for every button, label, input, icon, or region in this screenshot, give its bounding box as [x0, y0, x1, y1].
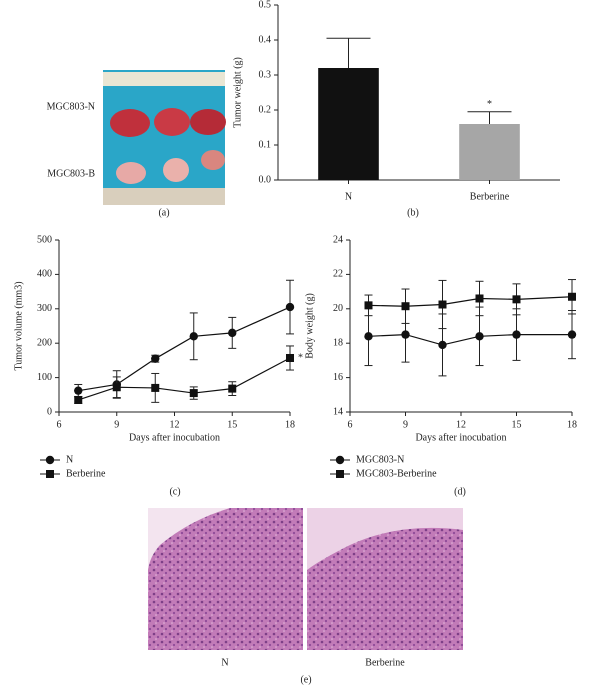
image-label: Berberine [365, 657, 405, 668]
histology-image [148, 508, 230, 570]
histology-image [307, 508, 463, 570]
x-tick-label: 18 [567, 419, 577, 430]
y-tick-label: 0.1 [259, 139, 272, 150]
annotation: * [487, 99, 492, 110]
x-tick-label: 6 [57, 419, 62, 430]
panel-caption: (a) [158, 207, 169, 218]
marker [438, 340, 447, 350]
marker [336, 470, 344, 478]
x-axis-label: Days after inocubation [129, 432, 220, 443]
x-tick-label: 15 [512, 419, 522, 430]
marker [189, 332, 198, 341]
marker [567, 330, 577, 339]
legend-label: MGC803-N [356, 454, 404, 465]
legend-label: N [66, 454, 73, 465]
y-tick-label: 22 [333, 269, 343, 280]
x-tick-label: 12 [170, 419, 180, 430]
series-line [368, 296, 573, 307]
marker [46, 470, 54, 478]
marker [335, 455, 345, 465]
y-tick-label: 0.0 [259, 174, 272, 185]
marker [475, 332, 484, 341]
panel-caption: (c) [169, 486, 180, 497]
bar [318, 68, 379, 180]
marker [364, 332, 373, 341]
marker [286, 353, 294, 362]
panel-caption: (e) [300, 674, 311, 685]
marker [438, 300, 447, 309]
marker [74, 395, 83, 404]
y-tick-label: 20 [333, 303, 343, 314]
series-line [78, 306, 291, 392]
series-line [78, 357, 291, 401]
y-tick-label: 0.4 [259, 34, 272, 45]
marker [151, 383, 160, 392]
marker [401, 330, 410, 339]
y-axis-label: Tumor volume (mm3) [13, 281, 24, 370]
marker [228, 384, 237, 393]
marker [364, 301, 373, 310]
photo-label: MGC803-B [47, 168, 95, 179]
y-tick-label: 0.3 [259, 69, 272, 80]
marker [112, 383, 121, 392]
photo-label: MGC803-N [47, 101, 95, 112]
tumor-photo [103, 70, 226, 205]
marker [401, 302, 410, 311]
x-tick-label: 6 [348, 419, 353, 430]
bar [459, 124, 520, 180]
x-tick-label: 12 [456, 419, 466, 430]
marker [189, 389, 198, 398]
x-tick-label: 18 [285, 419, 295, 430]
y-tick-label: 400 [37, 269, 52, 280]
y-tick-label: 18 [333, 337, 343, 348]
marker [512, 295, 521, 304]
y-tick-label: 300 [37, 303, 52, 314]
x-tick-label: 15 [227, 419, 237, 430]
y-tick-label: 200 [37, 337, 52, 348]
x-tick-label: Berberine [470, 191, 510, 202]
y-axis-label: Body weight (g) [304, 293, 315, 359]
series-line [368, 333, 572, 346]
marker [151, 354, 160, 363]
marker [285, 302, 295, 312]
x-axis-label: Days after inocubation [415, 432, 506, 443]
marker [475, 294, 484, 303]
y-tick-label: 100 [37, 372, 52, 383]
marker [568, 292, 576, 301]
panel-caption: (d) [454, 486, 466, 497]
image-label: N [221, 657, 228, 668]
x-tick-label: N [345, 191, 352, 202]
marker [45, 455, 55, 465]
y-tick-label: 0.5 [259, 0, 272, 10]
y-tick-label: 16 [333, 372, 343, 383]
legend-label: MGC803-Berberine [356, 468, 437, 479]
marker [74, 386, 83, 395]
legend-label: Berberine [66, 468, 106, 479]
x-tick-label: 9 [114, 419, 119, 430]
x-tick-label: 9 [403, 419, 408, 430]
marker [512, 330, 521, 339]
annotation: * [298, 352, 303, 363]
y-tick-label: 0.2 [259, 104, 272, 115]
y-tick-label: 24 [333, 234, 343, 245]
y-tick-label: 500 [37, 234, 52, 245]
y-tick-label: 14 [333, 406, 343, 417]
y-axis-label: Tumor weight (g) [232, 57, 243, 128]
panel-caption: (b) [407, 207, 419, 218]
y-tick-label: 0 [47, 406, 52, 417]
marker [228, 328, 237, 338]
